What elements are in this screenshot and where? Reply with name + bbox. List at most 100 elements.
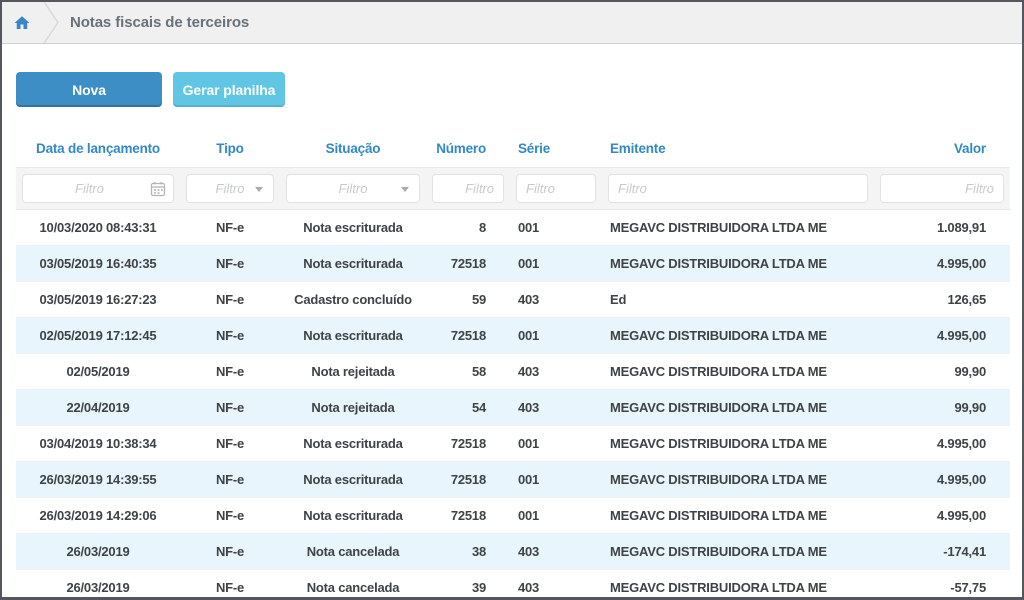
col-header-valor[interactable]: Valor <box>874 131 1010 167</box>
cell-emitente: MEGAVC DISTRIBUIDORA LTDA ME <box>602 496 874 533</box>
filter-serie-input[interactable] <box>517 174 595 202</box>
cell-data_lancamento: 10/03/2020 08:43:31 <box>39 219 157 235</box>
cell-numero: 38 <box>426 532 510 569</box>
cell-emitente: MEGAVC DISTRIBUIDORA LTDA ME <box>602 460 874 497</box>
cell-emitente: MEGAVC DISTRIBUIDORA LTDA ME <box>602 424 874 461</box>
cell-tipo: NF-e <box>180 568 280 597</box>
filter-tipo-select[interactable]: Filtro <box>186 173 274 203</box>
cell-emitente: MEGAVC DISTRIBUIDORA LTDA ME <box>602 532 874 569</box>
cell-numero: 39 <box>426 568 510 597</box>
col-header-numero[interactable]: Número <box>426 131 510 167</box>
cell-valor: 126,65 <box>874 280 1010 317</box>
cell-tipo: NF-e <box>180 280 280 317</box>
cell-situacao: Nota escriturada <box>280 496 426 533</box>
cell-tipo: NF-e <box>180 532 280 569</box>
cell-valor: -174,41 <box>874 532 1010 569</box>
cell-valor: 4.995,00 <box>874 316 1010 353</box>
filter-situacao-select[interactable]: Filtro <box>286 173 420 203</box>
cell-valor: 4.995,00 <box>874 244 1010 281</box>
cell-data_lancamento: 02/05/2019 17:12:45 <box>16 316 180 353</box>
table-row[interactable]: 26/03/2019 NF-e Nota cancelada 38 403 MEGAVC … <box>16 532 1010 569</box>
cell-valor: 4.995,00 <box>874 424 1010 461</box>
cell-data_lancamento: 02/05/2019 <box>16 352 180 389</box>
cell-tipo: NF-e <box>180 460 280 497</box>
cell-valor: 99,90 <box>874 388 1010 425</box>
cell-situacao: Nota rejeitada <box>280 352 426 389</box>
cell-data_lancamento: 26/03/2019 14:39:55 <box>16 460 180 497</box>
cell-numero: 54 <box>426 388 510 425</box>
cell-emitente: Ed <box>602 280 874 317</box>
cell-emitente: MEGAVC DISTRIBUIDORA LTDA ME <box>610 219 827 235</box>
cell-serie: 001 <box>510 496 602 533</box>
col-header-emitente[interactable]: Emitente <box>602 131 874 167</box>
cell-situacao: Nota escriturada <box>280 316 426 353</box>
filter-numero-input[interactable] <box>433 174 503 202</box>
cell-numero: 8 <box>478 219 486 235</box>
cell-tipo: NF-e <box>180 244 280 281</box>
table-row[interactable]: 02/05/2019 17:12:45 NF-e Nota escriturada 7… <box>16 316 1010 353</box>
chevron-down-icon <box>401 186 409 192</box>
table-row[interactable]: 03/05/2019 16:40:35 NF-e Nota escriturada 7… <box>16 244 1010 281</box>
filter-row: Filtro Filtro <box>16 166 1010 210</box>
cell-numero: 72518 <box>426 460 510 497</box>
breadcrumb-home[interactable] <box>2 2 42 43</box>
cell-situacao: Nota escriturada <box>280 460 426 497</box>
cell-data_lancamento: 26/03/2019 14:29:06 <box>16 496 180 533</box>
cell-situacao: Nota escriturada <box>280 244 426 281</box>
cell-emitente: MEGAVC DISTRIBUIDORA LTDA ME <box>602 352 874 389</box>
col-header-data_lancamento[interactable]: Data de lançamento <box>16 131 180 167</box>
table-row[interactable]: 02/05/2019 NF-e Nota rejeitada 58 403 MEGAVC … <box>16 352 1010 389</box>
generate-spreadsheet-button[interactable]: Gerar planilha <box>173 72 285 107</box>
filter-valor-input[interactable] <box>881 174 1003 202</box>
table-row[interactable]: 26/03/2019 14:29:06 NF-e Nota escriturada 7… <box>16 496 1010 533</box>
chevron-down-icon <box>255 186 263 192</box>
col-header-serie[interactable]: Série <box>510 131 602 167</box>
cell-serie: 001 <box>510 460 602 497</box>
col-header-tipo[interactable]: Tipo <box>180 131 280 167</box>
table-row[interactable]: 26/03/2019 14:39:55 NF-e Nota escriturada 7… <box>16 460 1010 497</box>
table-row[interactable]: 03/04/2019 10:38:34 NF-e Nota escriturada 7… <box>16 424 1010 461</box>
cell-emitente: MEGAVC DISTRIBUIDORA LTDA ME <box>602 316 874 353</box>
cell-serie: 001 <box>510 316 602 353</box>
cell-data_lancamento: 03/04/2019 10:38:34 <box>16 424 180 461</box>
table-row[interactable]: 10/03/2020 08:43:31 NF-e Nota escriturada 8… <box>16 209 1010 245</box>
cell-tipo: NF-e <box>180 352 280 389</box>
cell-situacao: Nota escriturada <box>303 219 403 235</box>
cell-serie: 403 <box>510 568 602 597</box>
invoices-grid: Data de lançamento Tipo Situação Número Séri… <box>16 131 1010 597</box>
cell-serie: 403 <box>510 532 602 569</box>
toolbar: Nova Gerar planilha <box>2 72 1022 107</box>
new-button[interactable]: Nova <box>16 72 162 107</box>
cell-situacao: Nota cancelada <box>280 532 426 569</box>
cell-situacao: Nota cancelada <box>280 568 426 597</box>
cell-tipo: NF-e <box>215 219 245 235</box>
cell-valor: 4.995,00 <box>874 496 1010 533</box>
cell-emitente: MEGAVC DISTRIBUIDORA LTDA ME <box>602 244 874 281</box>
cell-data_lancamento: 03/05/2019 16:40:35 <box>16 244 180 281</box>
cell-numero: 72518 <box>426 244 510 281</box>
cell-serie: 403 <box>510 388 602 425</box>
cell-numero: 72518 <box>426 424 510 461</box>
filter-date-input[interactable] <box>23 174 173 202</box>
cell-numero: 72518 <box>426 496 510 533</box>
filter-emitente-input[interactable] <box>609 174 867 202</box>
cell-situacao: Nota escriturada <box>280 424 426 461</box>
cell-emitente: MEGAVC DISTRIBUIDORA LTDA ME <box>602 568 874 597</box>
cell-numero: 59 <box>426 280 510 317</box>
page-title: Notas fiscais de terceiros <box>70 14 250 31</box>
cell-situacao: Cadastro concluído <box>280 280 426 317</box>
table-row[interactable]: 26/03/2019 NF-e Nota cancelada 39 403 MEGAVC … <box>16 568 1010 597</box>
col-header-situacao[interactable]: Situação <box>280 131 426 167</box>
table-row[interactable]: 22/04/2019 NF-e Nota rejeitada 54 403 MEGAVC … <box>16 388 1010 425</box>
cell-numero: 58 <box>426 352 510 389</box>
cell-valor: 4.995,00 <box>874 460 1010 497</box>
breadcrumb: Notas fiscais de terceiros <box>2 2 1022 44</box>
cell-valor: 99,90 <box>874 352 1010 389</box>
table-row[interactable]: 03/05/2019 16:27:23 NF-e Cadastro concluíd… <box>16 280 1010 317</box>
cell-situacao: Nota rejeitada <box>280 388 426 425</box>
table-header-row: Data de lançamento Tipo Situação Número Séri… <box>16 131 1010 167</box>
cell-serie: 001 <box>518 219 540 235</box>
cell-tipo: NF-e <box>180 424 280 461</box>
cell-serie: 403 <box>510 352 602 389</box>
